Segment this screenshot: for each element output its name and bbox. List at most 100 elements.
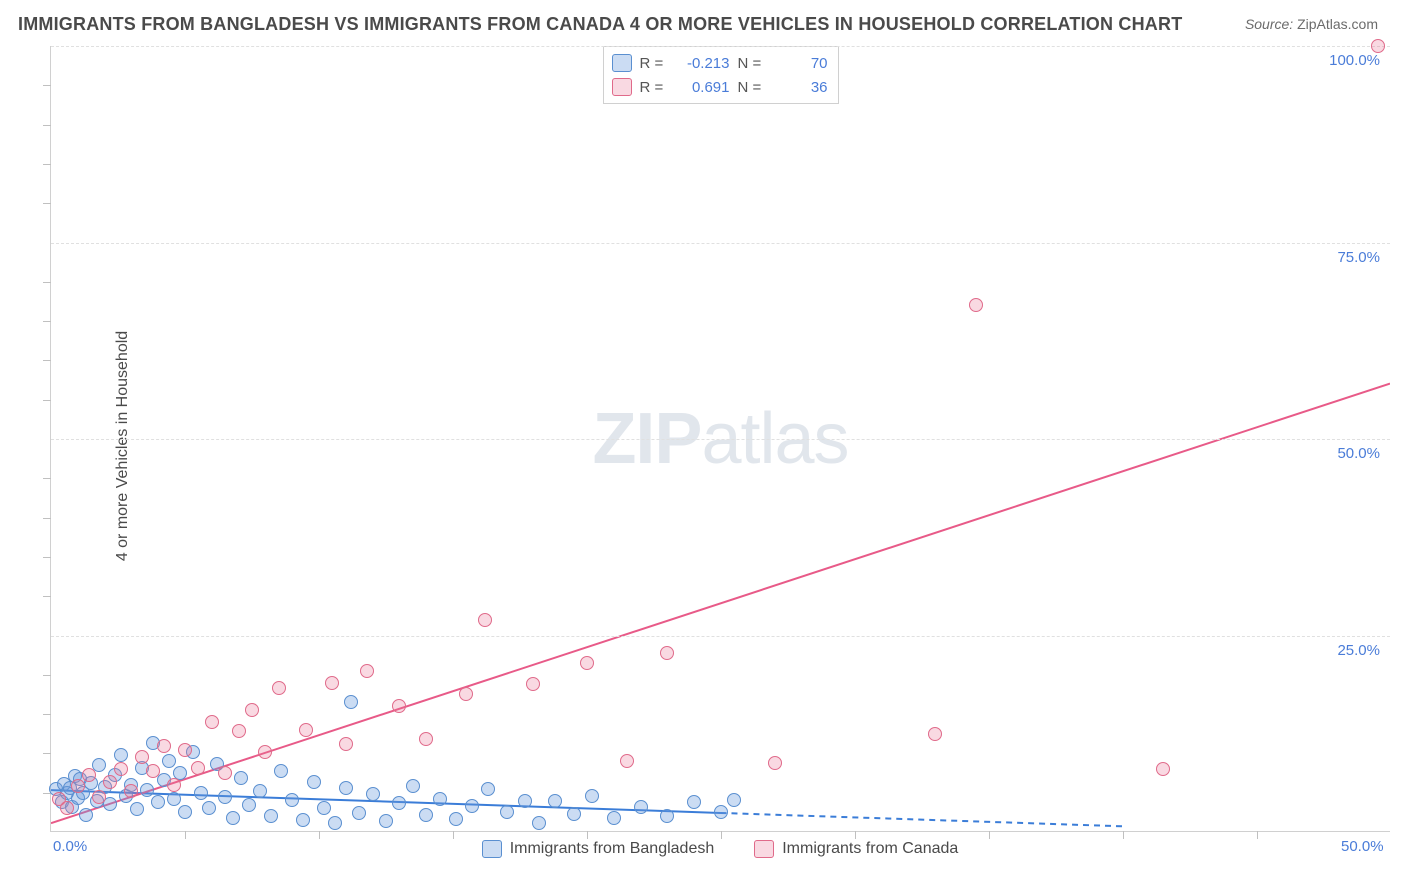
r-value-canada: 0.691 xyxy=(674,79,730,96)
data-point xyxy=(419,732,433,746)
n-value-canada: 36 xyxy=(772,79,828,96)
data-point xyxy=(79,808,93,822)
data-point xyxy=(114,762,128,776)
tick-y xyxy=(43,321,51,322)
tick-x xyxy=(855,831,856,839)
tick-y xyxy=(43,675,51,676)
data-point xyxy=(325,676,339,690)
data-point xyxy=(526,677,540,691)
source-attribution: Source: ZipAtlas.com xyxy=(1245,16,1378,32)
data-point xyxy=(607,811,621,825)
tick-y xyxy=(43,478,51,479)
data-point xyxy=(264,809,278,823)
data-point xyxy=(114,748,128,762)
data-point xyxy=(194,786,208,800)
data-point xyxy=(258,745,272,759)
stats-row: R = -0.213 N = 70 xyxy=(612,51,828,75)
data-point xyxy=(82,768,96,782)
data-point xyxy=(285,793,299,807)
plot-area: ZIPatlas R = -0.213 N = 70 R = 0.691 N =… xyxy=(50,46,1390,832)
data-point xyxy=(296,813,310,827)
data-point xyxy=(392,699,406,713)
data-point xyxy=(580,656,594,670)
data-point xyxy=(379,814,393,828)
data-point xyxy=(205,715,219,729)
tick-y xyxy=(43,164,51,165)
legend-label-bangladesh: Immigrants from Bangladesh xyxy=(510,840,715,858)
tick-y xyxy=(43,518,51,519)
data-point xyxy=(307,775,321,789)
data-point xyxy=(727,793,741,807)
tick-x xyxy=(587,831,588,839)
tick-x xyxy=(1123,831,1124,839)
data-point xyxy=(140,783,154,797)
gridline-h xyxy=(51,439,1390,440)
data-point xyxy=(130,802,144,816)
data-point xyxy=(162,754,176,768)
tick-x xyxy=(989,831,990,839)
data-point xyxy=(344,695,358,709)
r-value-bangladesh: -0.213 xyxy=(674,55,730,72)
data-point xyxy=(660,646,674,660)
data-point xyxy=(620,754,634,768)
data-point xyxy=(135,750,149,764)
data-point xyxy=(449,812,463,826)
data-point xyxy=(459,687,473,701)
tick-y xyxy=(43,203,51,204)
data-point xyxy=(178,805,192,819)
tick-y xyxy=(43,753,51,754)
data-point xyxy=(92,758,106,772)
data-point xyxy=(1156,762,1170,776)
n-label: N = xyxy=(738,79,764,96)
data-point xyxy=(481,782,495,796)
stats-legend: R = -0.213 N = 70 R = 0.691 N = 36 xyxy=(603,46,839,104)
tick-y xyxy=(43,596,51,597)
y-tick-label: 75.0% xyxy=(1337,249,1380,266)
data-point xyxy=(532,816,546,830)
r-label: R = xyxy=(640,55,666,72)
n-label: N = xyxy=(738,55,764,72)
data-point xyxy=(352,806,366,820)
data-point xyxy=(178,743,192,757)
legend-swatch-canada xyxy=(754,840,774,858)
data-point xyxy=(518,794,532,808)
tick-y xyxy=(43,557,51,558)
gridline-h xyxy=(51,46,1390,47)
data-point xyxy=(272,681,286,695)
data-point xyxy=(366,787,380,801)
data-point xyxy=(124,784,138,798)
legend-swatch-bangladesh xyxy=(612,54,632,72)
data-point xyxy=(245,703,259,717)
y-tick-label: 100.0% xyxy=(1329,52,1380,69)
n-value-bangladesh: 70 xyxy=(772,55,828,72)
data-point xyxy=(151,795,165,809)
data-point xyxy=(234,771,248,785)
data-point xyxy=(253,784,267,798)
gridline-h xyxy=(51,636,1390,637)
tick-y xyxy=(43,714,51,715)
tick-y xyxy=(43,125,51,126)
data-point xyxy=(218,766,232,780)
scatter-chart: ZIPatlas R = -0.213 N = 70 R = 0.691 N =… xyxy=(50,46,1390,856)
bottom-legend: Immigrants from Bangladesh Immigrants fr… xyxy=(50,840,1390,858)
data-point xyxy=(232,724,246,738)
tick-y xyxy=(43,360,51,361)
tick-y xyxy=(43,282,51,283)
legend-swatch-canada xyxy=(612,78,632,96)
data-point xyxy=(71,779,85,793)
data-point xyxy=(274,764,288,778)
data-point xyxy=(465,799,479,813)
data-point xyxy=(585,789,599,803)
data-point xyxy=(360,664,374,678)
data-point xyxy=(548,794,562,808)
legend-item-bangladesh: Immigrants from Bangladesh xyxy=(482,840,715,858)
data-point xyxy=(500,805,514,819)
data-point xyxy=(103,775,117,789)
data-point xyxy=(317,801,331,815)
tick-x xyxy=(721,831,722,839)
legend-swatch-bangladesh xyxy=(482,840,502,858)
data-point xyxy=(202,801,216,815)
y-tick-label: 50.0% xyxy=(1337,445,1380,462)
data-point xyxy=(660,809,674,823)
tick-x xyxy=(319,831,320,839)
